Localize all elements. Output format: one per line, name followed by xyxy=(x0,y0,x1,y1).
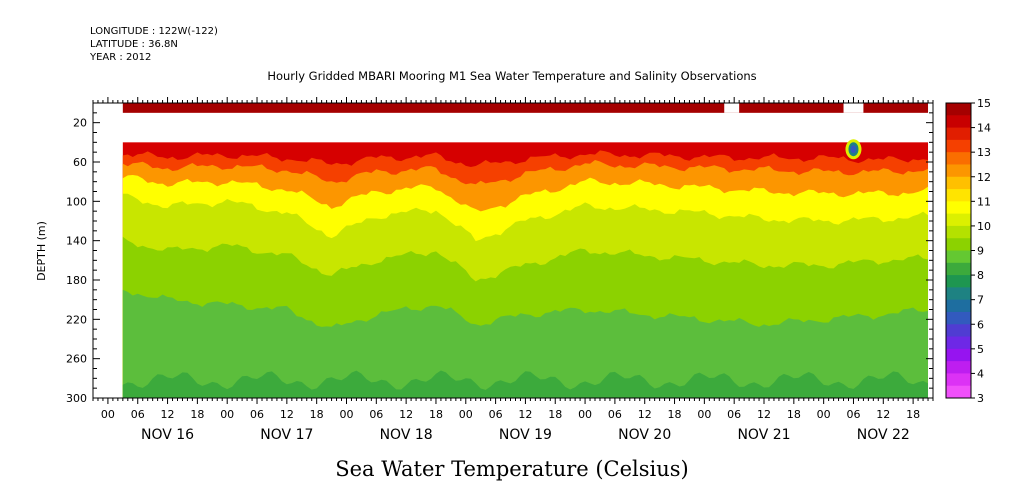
x-hour-label: 12 xyxy=(638,408,652,421)
anomaly-core xyxy=(850,145,857,154)
y-tick-label: 300 xyxy=(66,392,87,405)
colorbar-swatch xyxy=(946,176,971,190)
colorbar-label: 14 xyxy=(977,122,991,135)
x-hour-label: 18 xyxy=(668,408,682,421)
temperature-layer-7 xyxy=(122,370,929,398)
x-hour-label: 00 xyxy=(578,408,592,421)
x-hour-label: 06 xyxy=(489,408,503,421)
x-hour-label: 06 xyxy=(131,408,145,421)
y-axis: 20 60 100 140 180 220 260 300 xyxy=(66,112,933,405)
colorbar-swatch xyxy=(946,189,971,202)
x-hour-label: 00 xyxy=(220,408,234,421)
x-date-label: NOV 20 xyxy=(618,427,671,443)
x-hour-label: 18 xyxy=(190,408,204,421)
colorbar-swatch xyxy=(946,275,971,288)
y-tick-label: 220 xyxy=(66,313,87,326)
year-text: YEAR : 2012 xyxy=(89,52,151,63)
colorbar-swatch xyxy=(946,361,971,374)
surface-temperature-band xyxy=(122,103,929,113)
colorbar-swatch xyxy=(946,262,971,276)
x-date-label: NOV 21 xyxy=(737,427,790,443)
x-hour-label: 12 xyxy=(280,408,294,421)
temperature-layer-8 xyxy=(122,289,929,398)
colorbar-label: 11 xyxy=(977,195,991,208)
y-tick-label: 260 xyxy=(66,353,87,366)
x-hour-label: 06 xyxy=(608,408,622,421)
x-hour-label: 00 xyxy=(459,408,473,421)
colorbar-label: 13 xyxy=(977,146,991,159)
colorbar-swatch xyxy=(946,225,971,239)
colorbar-swatch xyxy=(946,299,971,313)
colorbar: 15 14 13 12 11 10 9 8 7 6 5 4 3 xyxy=(945,97,991,405)
plot-area xyxy=(122,103,929,398)
colorbar-label: 6 xyxy=(977,318,984,331)
x-hour-label: 06 xyxy=(846,408,860,421)
y-tick-label: 100 xyxy=(66,195,87,208)
y-tick-label: 180 xyxy=(66,274,87,287)
x-hour-label: 06 xyxy=(369,408,383,421)
colorbar-swatch xyxy=(946,213,971,227)
colorbar-swatch xyxy=(946,103,971,116)
x-hour-label: 18 xyxy=(548,408,562,421)
x-hour-label: 18 xyxy=(429,408,443,421)
x-hour-label: 18 xyxy=(906,408,920,421)
x-hour-label: 12 xyxy=(876,408,890,421)
x-hour-label: 00 xyxy=(817,408,831,421)
colorbar-swatch xyxy=(946,287,971,301)
x-hour-label: 00 xyxy=(339,408,353,421)
colorbar-label: 4 xyxy=(977,367,984,380)
latitude-text: LATITUDE : 36.8N xyxy=(90,39,178,50)
x-hour-label: 00 xyxy=(101,408,115,421)
colorbar-swatch xyxy=(946,250,971,264)
x-hour-label: 12 xyxy=(518,408,532,421)
x-date-label: NOV 19 xyxy=(499,427,552,443)
x-hour-label: 12 xyxy=(399,408,413,421)
surface-gap-0 xyxy=(724,103,740,113)
chart-title: Hourly Gridded MBARI Mooring M1 Sea Wate… xyxy=(267,69,756,83)
colorbar-swatch xyxy=(946,115,971,129)
x-hour-label: 06 xyxy=(250,408,264,421)
colorbar-label: 8 xyxy=(977,269,984,282)
colorbar-swatch xyxy=(946,348,971,362)
colorbar-swatch xyxy=(946,139,971,153)
x-date-label: NOV 22 xyxy=(857,427,910,443)
colorbar-swatch xyxy=(946,201,971,215)
colorbar-swatch xyxy=(946,311,971,325)
colorbar-swatch xyxy=(946,324,971,338)
colorbar-label: 7 xyxy=(977,294,984,307)
y-axis-label: DEPTH (m) xyxy=(35,221,48,281)
colorbar-swatch xyxy=(946,336,971,350)
colorbar-swatch xyxy=(946,127,971,141)
y-tick-label: 140 xyxy=(66,235,87,248)
x-hour-label: 06 xyxy=(727,408,741,421)
colorbar-label: 9 xyxy=(977,245,984,258)
x-hour-label: 18 xyxy=(787,408,801,421)
colorbar-swatch xyxy=(946,373,971,387)
x-hour-label: 00 xyxy=(697,408,711,421)
surface-gap-1 xyxy=(843,103,864,113)
colorbar-swatch xyxy=(946,385,971,399)
x-axis: 00 06 12 18 00 06 12 18 00 06 12 18 00 06 12 18 00 06 12 18… xyxy=(92,97,934,443)
x-hour-label: 18 xyxy=(310,408,324,421)
x-hour-label: 12 xyxy=(757,408,771,421)
x-hour-label: 12 xyxy=(161,408,175,421)
colorbar-label: 3 xyxy=(977,392,984,405)
colorbar-label: 12 xyxy=(977,171,991,184)
x-date-label: NOV 17 xyxy=(260,427,313,443)
x-date-label: NOV 16 xyxy=(141,427,194,443)
colorbar-label: 10 xyxy=(977,220,991,233)
colorbar-swatch xyxy=(946,238,971,251)
x-date-label: NOV 18 xyxy=(380,427,433,443)
colorbar-label: 15 xyxy=(977,97,991,110)
longitude-text: LONGITUDE : 122W(-122) xyxy=(90,26,218,37)
y-tick-label: 60 xyxy=(73,156,87,169)
quantity-label: Sea Water Temperature (Celsius) xyxy=(335,457,689,481)
colorbar-swatch xyxy=(946,164,971,178)
colorbar-label: 5 xyxy=(977,343,984,356)
colorbar-swatch xyxy=(946,152,971,165)
y-tick-label: 20 xyxy=(73,117,87,130)
